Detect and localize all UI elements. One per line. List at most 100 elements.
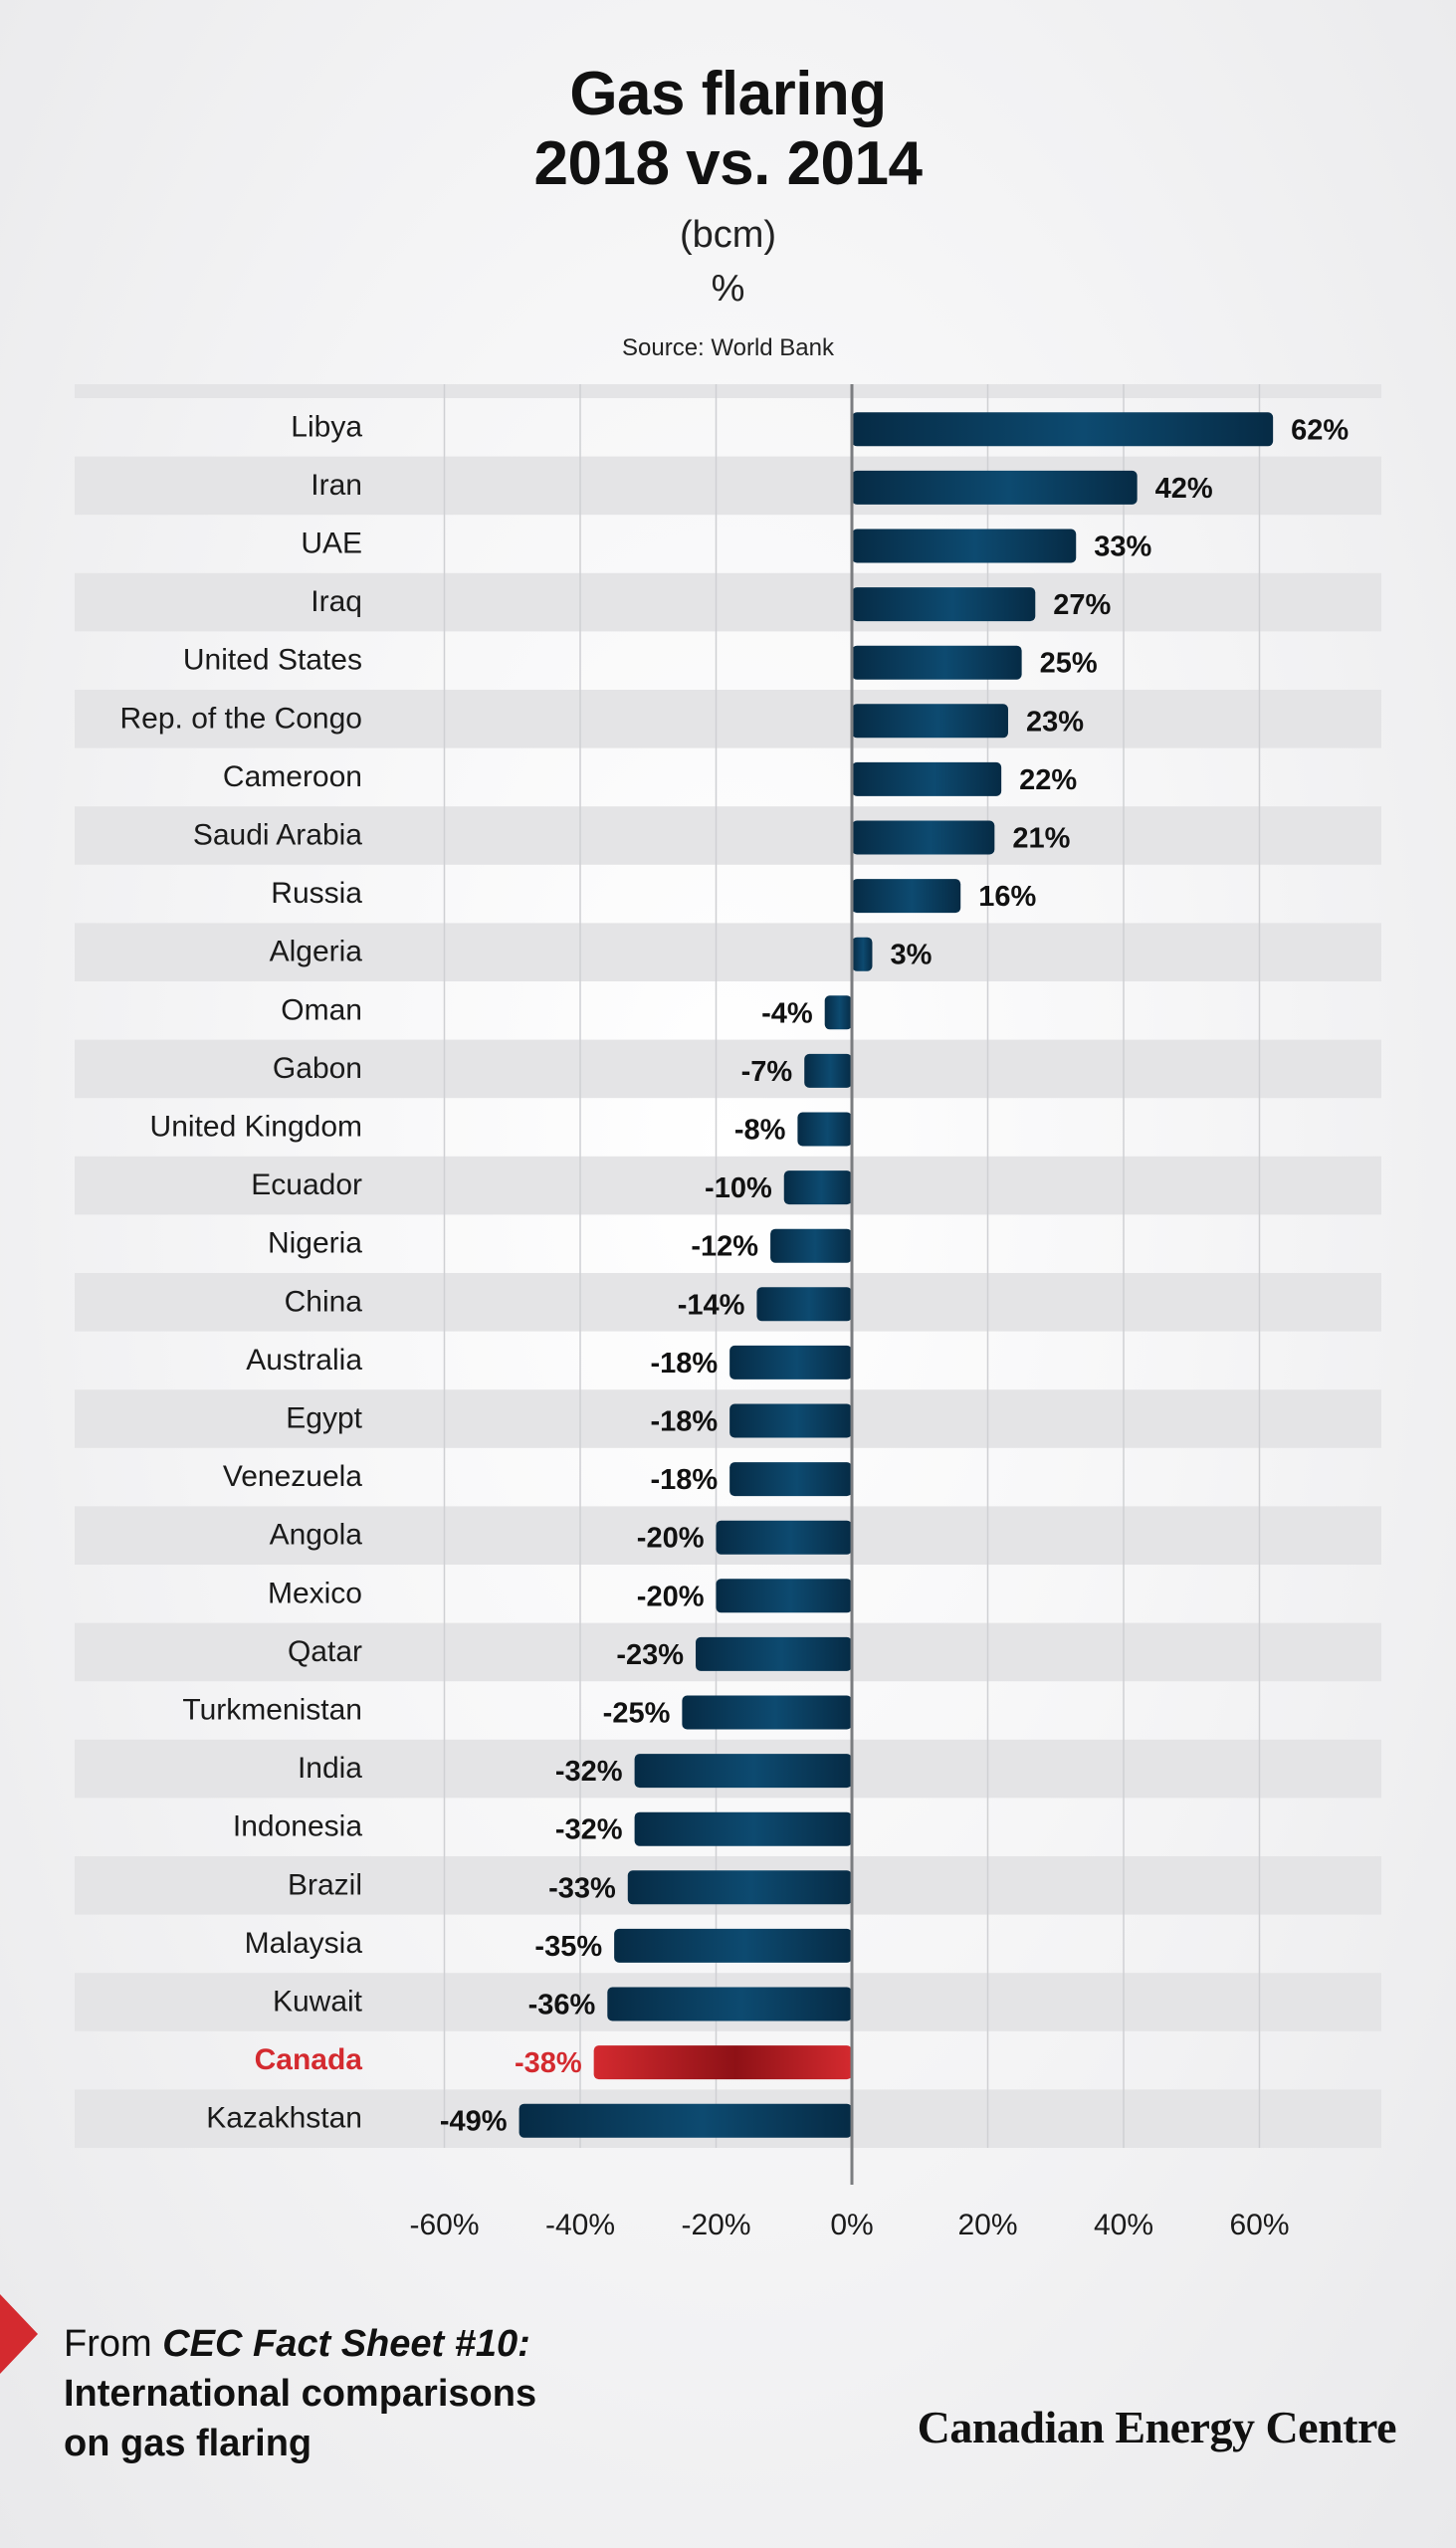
top-band xyxy=(75,384,1381,398)
category-label: Cameroon xyxy=(223,760,362,793)
x-tick-label: 0% xyxy=(830,2209,873,2241)
bar-algeria xyxy=(852,937,873,971)
bar-india xyxy=(634,1754,852,1789)
category-label: Malaysia xyxy=(245,1927,363,1960)
category-label: Iraq xyxy=(311,585,362,618)
footer-from: From xyxy=(64,2323,163,2365)
value-label: -25% xyxy=(603,1698,671,1730)
value-label: -18% xyxy=(650,1464,718,1496)
bar-united-kingdom xyxy=(797,1112,852,1147)
bar-mexico xyxy=(716,1579,852,1613)
value-label: -32% xyxy=(555,1814,623,1846)
bar-australia xyxy=(729,1345,852,1380)
value-label: 21% xyxy=(1012,823,1070,855)
category-label: Oman xyxy=(281,993,362,1026)
value-label: 16% xyxy=(978,881,1036,913)
x-tick-label: 20% xyxy=(957,2209,1017,2241)
category-label: Russia xyxy=(271,877,362,910)
bar-iran xyxy=(852,470,1138,505)
bar-libya xyxy=(852,412,1274,447)
brand-logo-text: Canadian Energy Centre xyxy=(917,2402,1397,2452)
row-band xyxy=(75,456,1381,516)
bar-turkmenistan xyxy=(682,1695,852,1730)
value-label: 27% xyxy=(1053,589,1111,621)
category-label: Turkmenistan xyxy=(182,1694,362,1727)
category-label: Qatar xyxy=(288,1635,362,1668)
category-label: Libya xyxy=(291,410,362,443)
category-label: United States xyxy=(183,644,362,677)
category-label: Angola xyxy=(270,1519,363,1552)
x-tick-label: 40% xyxy=(1094,2209,1153,2241)
bar-brazil xyxy=(627,1870,852,1905)
value-label: -23% xyxy=(616,1639,684,1671)
category-label: Brazil xyxy=(288,1868,362,1901)
footer-fact-sheet: CEC Fact Sheet #10: xyxy=(162,2323,530,2365)
value-label: -7% xyxy=(741,1056,793,1088)
category-label: Algeria xyxy=(270,936,363,968)
category-label: Indonesia xyxy=(233,1810,362,1843)
category-label: Canada xyxy=(255,2043,363,2076)
bar-oman xyxy=(824,995,852,1030)
value-label: -20% xyxy=(637,1581,705,1612)
bar-rep-of-the-congo xyxy=(852,704,1008,739)
category-label: India xyxy=(298,1752,362,1785)
value-label: 25% xyxy=(1040,648,1098,680)
chart-title-line1: Gas flaring xyxy=(569,60,887,128)
bar-cameroon xyxy=(852,761,1002,796)
bar-gabon xyxy=(804,1053,852,1088)
bar-china xyxy=(756,1287,852,1322)
x-tick-label: -40% xyxy=(545,2209,615,2241)
value-label: -49% xyxy=(440,2106,508,2138)
category-label: Egypt xyxy=(286,1402,362,1435)
bar-indonesia xyxy=(634,1811,852,1846)
bar-malaysia xyxy=(614,1928,852,1963)
bar-qatar xyxy=(696,1636,852,1671)
category-label: Rep. of the Congo xyxy=(119,702,362,735)
value-label: -38% xyxy=(515,2047,582,2079)
bar-egypt xyxy=(729,1403,852,1438)
value-label: -36% xyxy=(528,1990,596,2021)
value-label: 33% xyxy=(1094,531,1151,563)
row-band xyxy=(75,1389,1381,1448)
x-tick-label: -60% xyxy=(409,2209,479,2241)
category-label: Gabon xyxy=(273,1052,362,1085)
bar-canada xyxy=(593,2045,852,2080)
value-label: 62% xyxy=(1291,414,1349,446)
bar-chart: Libya 62% Iran 42% UAE 33% Iraq 27% United State… xyxy=(75,384,1381,2241)
bar-venezuela xyxy=(729,1462,852,1497)
value-label: 22% xyxy=(1019,764,1077,796)
category-label: Venezuela xyxy=(223,1460,362,1493)
bar-kuwait xyxy=(607,1987,852,2021)
bar-united-states xyxy=(852,645,1022,680)
value-label: -35% xyxy=(534,1931,602,1963)
value-label: -33% xyxy=(548,1872,616,1904)
value-label: -20% xyxy=(637,1523,705,1555)
row-band xyxy=(75,806,1381,865)
value-label: 42% xyxy=(1155,473,1213,505)
value-label: 3% xyxy=(890,940,932,971)
chart-header: Gas flaring 2018 vs. 2014 (bcm) % Source… xyxy=(0,60,1456,362)
value-label: -14% xyxy=(678,1289,745,1321)
bar-iraq xyxy=(852,587,1036,622)
category-label: Saudi Arabia xyxy=(193,819,362,852)
bar-kazakhstan xyxy=(519,2103,852,2138)
value-label: 23% xyxy=(1026,706,1084,738)
footer-line2: International comparisons xyxy=(64,2373,537,2415)
category-label: Mexico xyxy=(268,1577,362,1609)
chart-source: Source: World Bank xyxy=(622,334,834,361)
category-label: Iran xyxy=(311,469,362,502)
bar-nigeria xyxy=(770,1228,852,1263)
bar-uae xyxy=(852,529,1077,563)
category-label: Kuwait xyxy=(273,1986,363,2018)
value-label: -4% xyxy=(761,997,813,1029)
category-label: Nigeria xyxy=(268,1227,362,1260)
bar-angola xyxy=(716,1520,852,1555)
chart-unit: (bcm) xyxy=(679,214,777,256)
value-label: -18% xyxy=(650,1348,718,1380)
value-label: -18% xyxy=(650,1406,718,1438)
chart-title-line2: 2018 vs. 2014 xyxy=(533,129,924,198)
bar-russia xyxy=(852,879,961,914)
row-band xyxy=(75,1273,1381,1332)
category-label: UAE xyxy=(301,528,362,560)
row-band xyxy=(75,572,1381,632)
